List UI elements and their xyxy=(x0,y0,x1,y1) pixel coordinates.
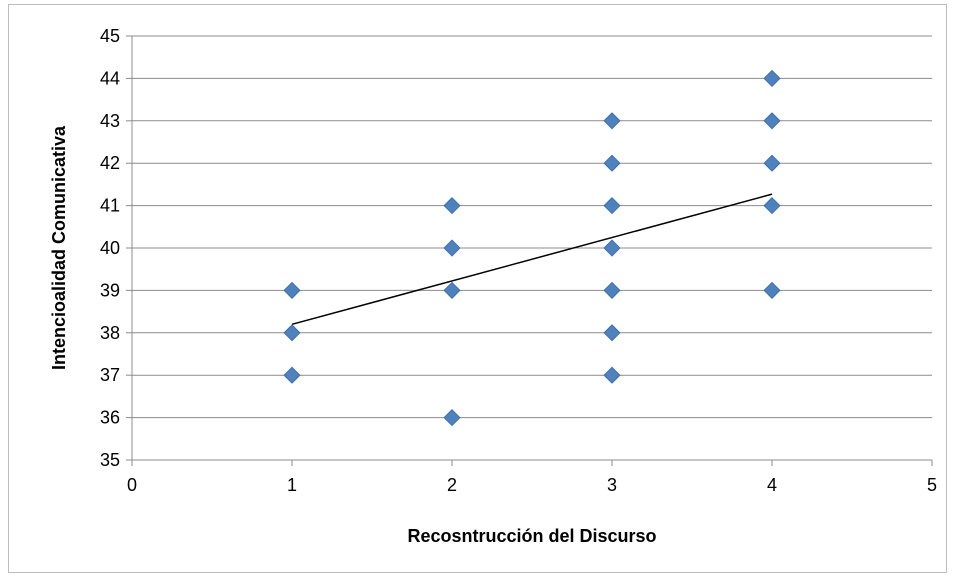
x-tick-label: 5 xyxy=(927,475,937,495)
data-point xyxy=(603,154,621,172)
x-tick-label: 2 xyxy=(447,475,457,495)
x-tick-label: 1 xyxy=(287,475,297,495)
y-tick-label: 41 xyxy=(100,196,120,216)
data-point xyxy=(603,197,621,215)
y-tick-label: 37 xyxy=(100,365,120,385)
y-tick-label: 45 xyxy=(100,26,120,46)
y-tick-label: 38 xyxy=(100,323,120,343)
y-tick-label: 44 xyxy=(100,68,120,88)
data-points xyxy=(283,69,781,427)
data-point xyxy=(443,197,461,215)
x-axis-title: Recosntrucción del Discurso xyxy=(407,526,656,546)
data-point xyxy=(763,112,781,130)
data-point xyxy=(603,239,621,257)
data-point xyxy=(283,281,301,299)
trendline xyxy=(291,193,773,326)
y-tick-label: 40 xyxy=(100,238,120,258)
data-point xyxy=(603,324,621,342)
data-point xyxy=(283,324,301,342)
data-point xyxy=(603,112,621,130)
data-point xyxy=(763,154,781,172)
data-point xyxy=(443,239,461,257)
y-tick-label: 35 xyxy=(100,450,120,470)
chart-frame: 35 36 37 38 39 40 41 42 43 44 45 0 1 2 3 4 5 Recosntrucc… xyxy=(8,4,947,573)
data-point xyxy=(763,197,781,215)
data-point xyxy=(763,281,781,299)
trendline-layer xyxy=(291,193,773,326)
x-tick-label: 3 xyxy=(607,475,617,495)
gridlines xyxy=(132,35,932,419)
data-point xyxy=(443,409,461,427)
x-tick-label: 4 xyxy=(767,475,777,495)
y-tick-label: 42 xyxy=(100,153,120,173)
data-point xyxy=(443,281,461,299)
x-tick-label: 0 xyxy=(127,475,137,495)
data-point xyxy=(283,366,301,384)
data-point xyxy=(763,69,781,87)
y-tick-label: 43 xyxy=(100,111,120,131)
data-point xyxy=(603,366,621,384)
data-point xyxy=(603,281,621,299)
y-tick-label: 39 xyxy=(100,280,120,300)
y-tick-label: 36 xyxy=(100,408,120,428)
y-axis-title: Intencioalidad Comunicativa xyxy=(49,125,69,370)
